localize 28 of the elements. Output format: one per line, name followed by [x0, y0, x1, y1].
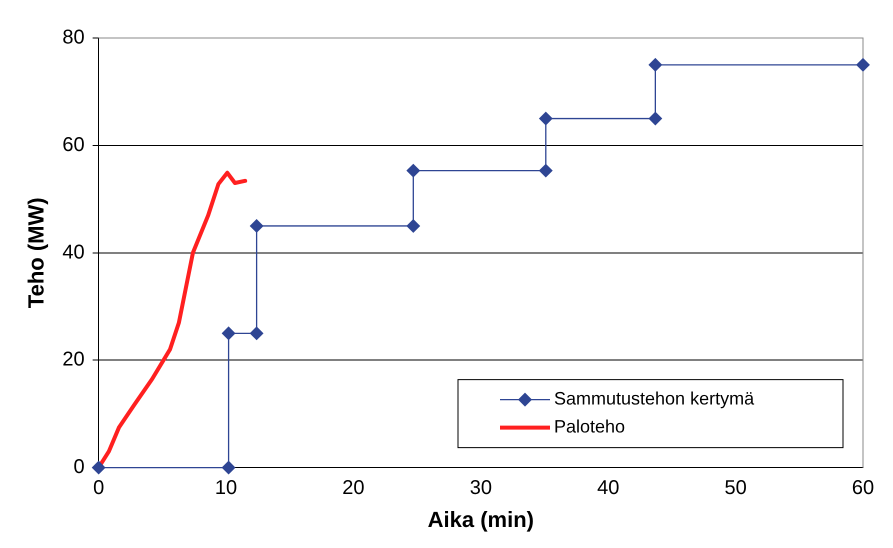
y-axis-title: Teho (MW)	[23, 197, 48, 308]
point	[539, 164, 552, 178]
x-tick-label: 40	[597, 477, 620, 500]
x-tick-label: 20	[342, 477, 365, 500]
point	[92, 460, 106, 474]
y-tick-label: 20	[62, 348, 85, 371]
x-tick-label: 30	[470, 477, 492, 500]
x-tick-label: 0	[93, 477, 104, 500]
point	[250, 326, 264, 340]
point	[648, 58, 662, 72]
point	[406, 219, 420, 233]
y-tick-label: 40	[62, 241, 85, 264]
x-tick-label: 10	[214, 477, 238, 500]
y-tick-label: 60	[62, 134, 85, 156]
point	[539, 112, 552, 126]
x-axis-title: Aika (min)	[428, 506, 534, 532]
point	[856, 58, 870, 72]
point	[222, 460, 236, 474]
legend-label: Paloteho	[554, 416, 626, 437]
point	[250, 219, 264, 233]
y-tick-label: 80	[62, 26, 85, 49]
x-tick-label: 50	[724, 477, 747, 500]
point	[222, 326, 236, 340]
point	[648, 112, 662, 126]
legend-label: Sammutustehon kertymä	[554, 388, 756, 409]
x-tick-label: 60	[852, 477, 874, 500]
point	[406, 164, 420, 178]
y-tick-label: 0	[74, 456, 85, 478]
